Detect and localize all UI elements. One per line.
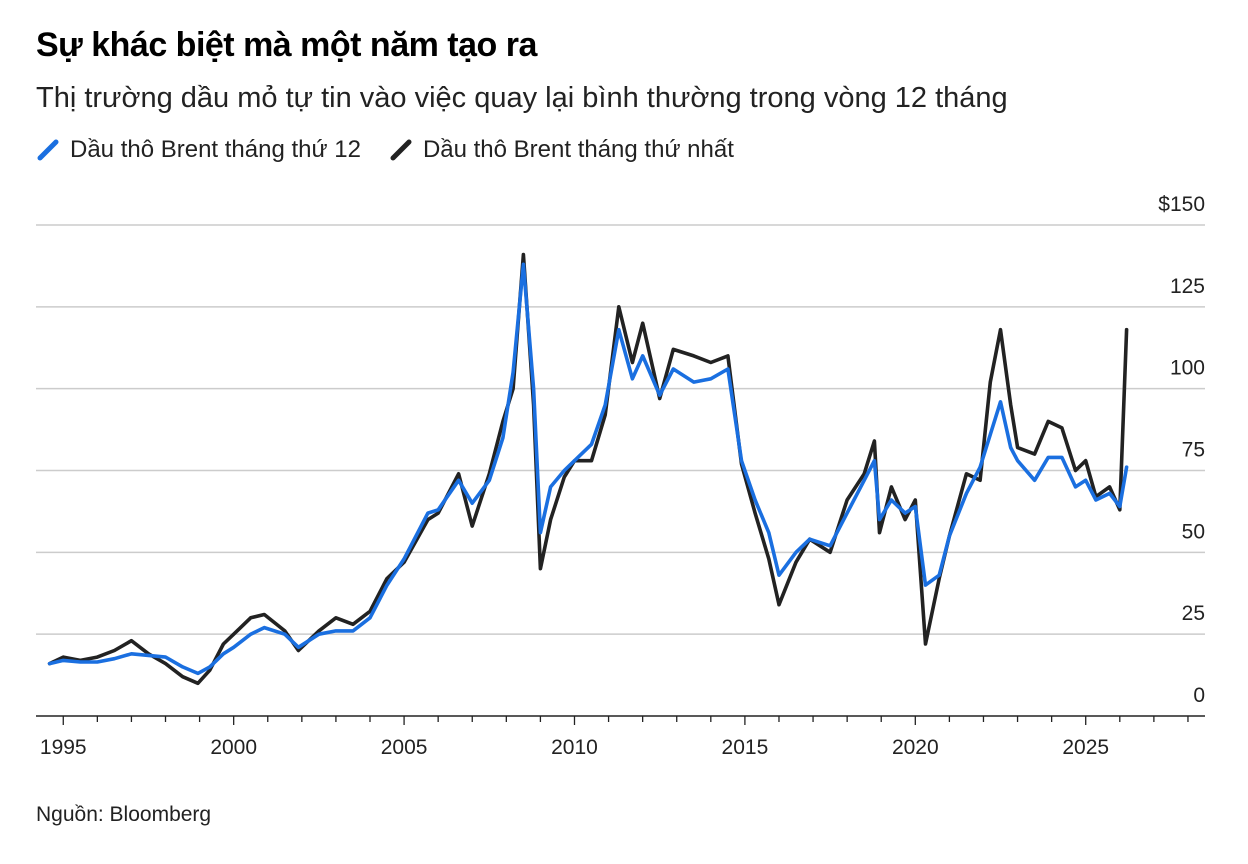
source-note: Nguồn: Bloomberg	[36, 803, 212, 826]
y-tick-label: 0	[1193, 684, 1205, 707]
y-tick-label: 125	[1170, 275, 1205, 298]
legend-swatch-brent-1m	[390, 139, 412, 161]
y-tick-label: 25	[1182, 602, 1205, 625]
y-tick-label: 75	[1182, 439, 1205, 462]
y-tick-label: $150	[1158, 193, 1205, 216]
legend-item-brent-1m: Dầu thô Brent tháng thứ nhất	[389, 136, 734, 164]
y-tick-label: 50	[1182, 520, 1205, 543]
legend-item-brent-12m: Dầu thô Brent tháng thứ 12	[36, 136, 361, 164]
legend-label-brent-1m: Dầu thô Brent tháng thứ nhất	[422, 136, 734, 163]
legend: Dầu thô Brent tháng thứ 12 Dầu thô Brent…	[36, 136, 762, 164]
x-tick-label: 2015	[722, 736, 769, 759]
x-tick-label: 2010	[551, 736, 598, 759]
y-tick-label: 100	[1170, 357, 1205, 380]
legend-swatch-brent-12m	[37, 139, 59, 161]
chart-title: Sự khác biệt mà một năm tạo ra	[36, 26, 537, 64]
x-tick-label: 2005	[381, 736, 428, 759]
series-line-brent-12m	[47, 262, 1129, 676]
legend-label-brent-12m: Dầu thô Brent tháng thứ 12	[70, 136, 361, 163]
series-line-brent-1m	[47, 252, 1129, 686]
x-tick-label: 1995	[40, 736, 87, 759]
x-tick-label: 2000	[210, 736, 257, 759]
x-tick-label: 2025	[1062, 736, 1109, 759]
chart-subtitle: Thị trường dầu mỏ tự tin vào việc quay l…	[36, 82, 1008, 114]
x-tick-label: 2020	[892, 736, 939, 759]
